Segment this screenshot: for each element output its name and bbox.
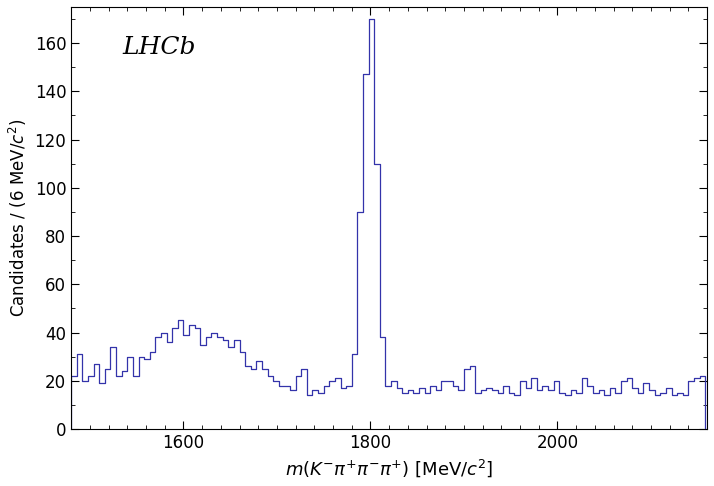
Text: LHCb: LHCb: [122, 36, 196, 59]
X-axis label: $m(K^{-}\pi^{+}\pi^{-}\pi^{+})$ [MeV/$c^{2}$]: $m(K^{-}\pi^{+}\pi^{-}\pi^{+})$ [MeV/$c^…: [285, 457, 493, 479]
Y-axis label: Candidates / (6 MeV/$c^{2}$): Candidates / (6 MeV/$c^{2}$): [7, 119, 29, 317]
